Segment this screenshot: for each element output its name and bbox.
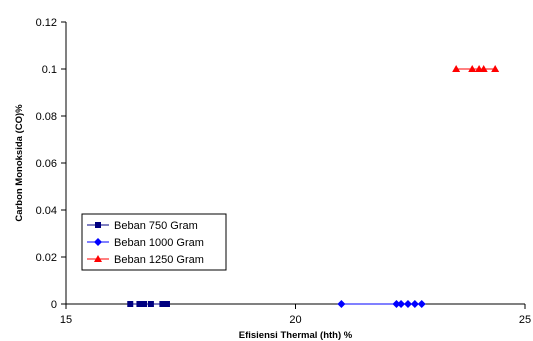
- data-point: [479, 65, 488, 72]
- y-tick-label: 0.1: [42, 64, 57, 76]
- x-axis-title: Efisiensi Thermal (hth) %: [239, 330, 353, 341]
- data-point: [141, 301, 148, 307]
- legend: Beban 750 Gram Beban 1000 Gram Beban 1250 …: [81, 213, 227, 271]
- y-axis-title: Carbon Monoksida (CO)%: [14, 104, 25, 222]
- y-tick-label: 0.06: [36, 158, 57, 170]
- data-series: [127, 65, 500, 308]
- y-tick-label: 0.02: [36, 252, 57, 264]
- legend-label: Beban 1000 Gram: [114, 237, 204, 249]
- data-point: [163, 301, 170, 307]
- legend-item: Beban 1250 Gram: [87, 254, 204, 266]
- data-point: [491, 65, 500, 72]
- data-point: [397, 300, 406, 308]
- data-point: [136, 301, 143, 307]
- legend-item: Beban 750 Gram: [87, 220, 198, 232]
- legend-marker: [94, 255, 102, 262]
- y-axis-ticks: 0 0.02 0.04 0.06 0.08 0.1 0.12: [36, 17, 66, 311]
- x-tick-label: 25: [519, 314, 531, 326]
- y-tick-label: 0.12: [36, 17, 57, 29]
- y-tick-label: 0: [51, 299, 57, 311]
- data-point: [392, 300, 401, 308]
- data-point: [159, 301, 166, 307]
- series-1: [127, 301, 170, 307]
- data-point: [410, 300, 419, 308]
- legend-marker: [94, 238, 102, 246]
- data-point: [147, 301, 154, 307]
- data-point: [417, 300, 426, 308]
- data-point: [468, 65, 477, 72]
- x-axis-ticks: 15 20 25: [60, 304, 531, 326]
- series-2: [337, 300, 426, 308]
- legend-label: Beban 750 Gram: [114, 220, 198, 232]
- y-tick-label: 0.04: [36, 205, 57, 217]
- data-point: [452, 65, 461, 72]
- legend-item: Beban 1000 Gram: [87, 237, 204, 249]
- legend-label: Beban 1250 Gram: [114, 254, 204, 266]
- y-tick-label: 0.08: [36, 111, 57, 123]
- x-tick-label: 15: [60, 314, 72, 326]
- legend-marker: [95, 222, 101, 228]
- data-point: [337, 300, 346, 308]
- data-point: [127, 301, 134, 307]
- data-point: [403, 300, 412, 308]
- series-3: [452, 65, 500, 72]
- x-tick-label: 20: [289, 314, 301, 326]
